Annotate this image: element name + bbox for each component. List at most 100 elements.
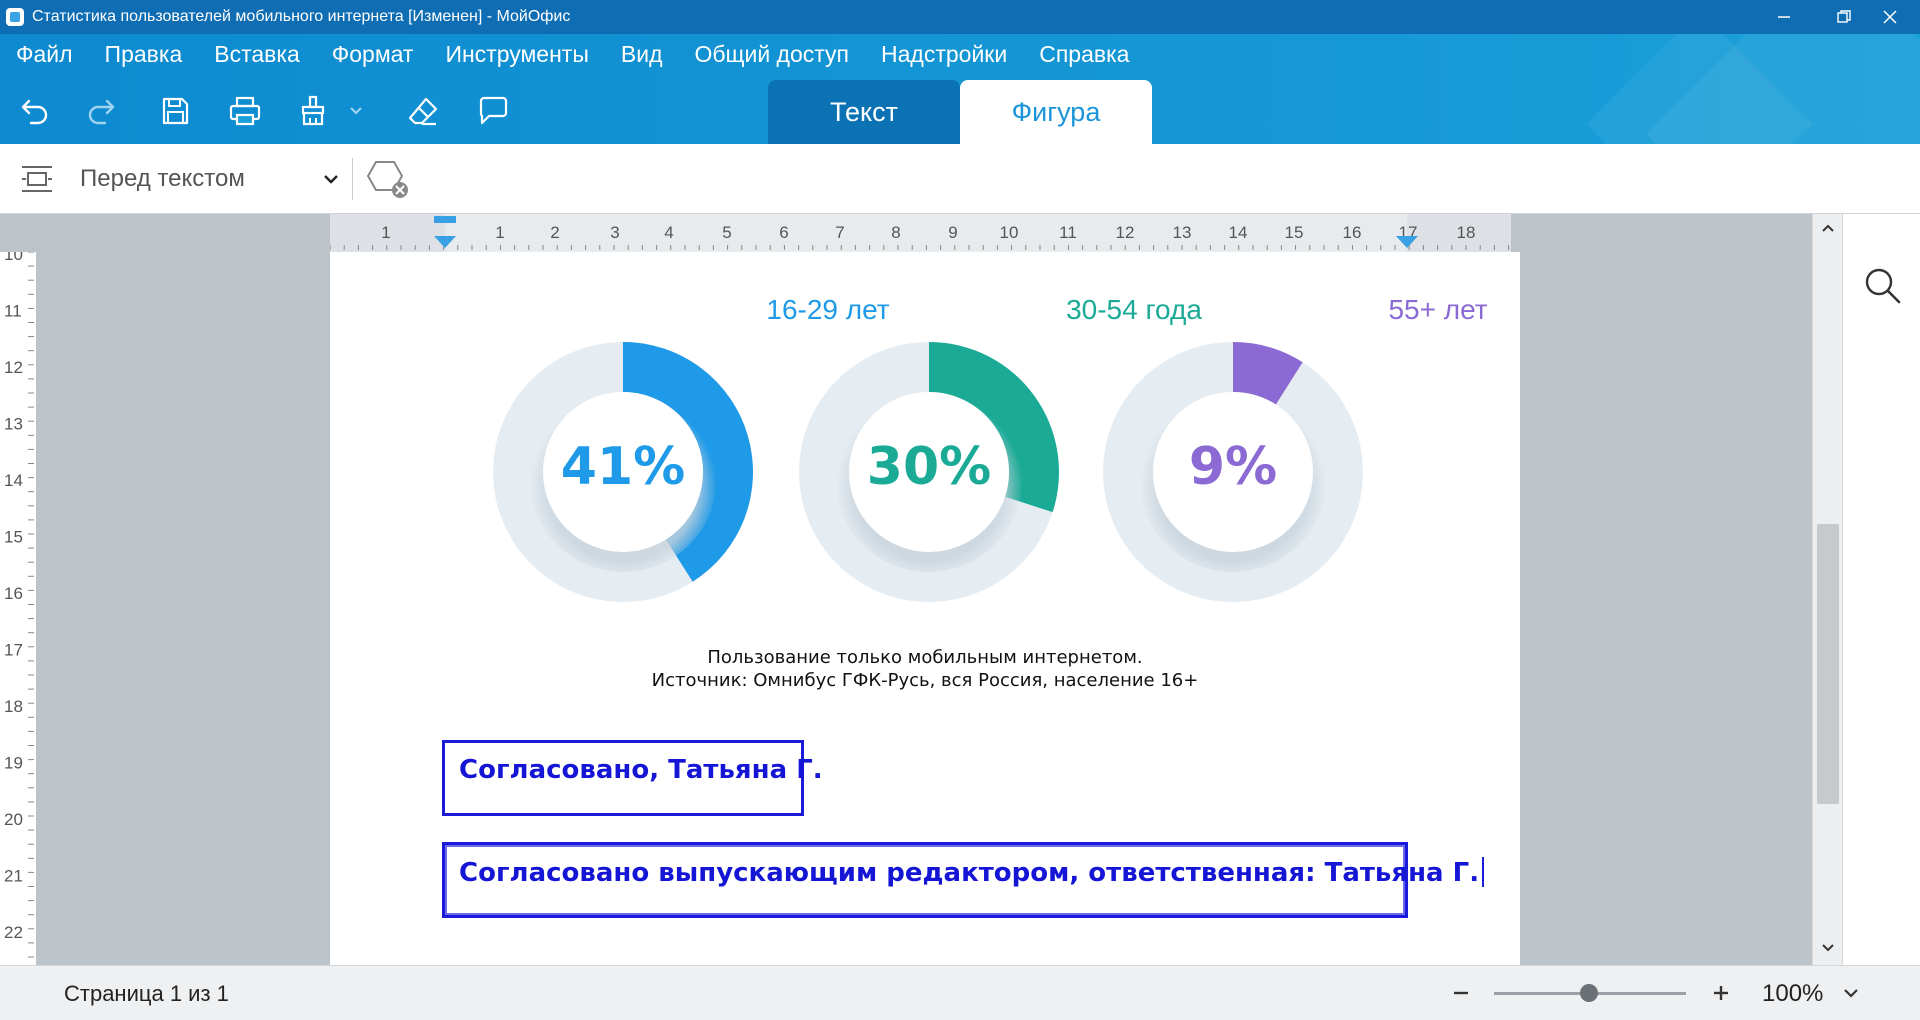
- ruler-label: 6: [779, 223, 788, 242]
- donut-chart-55-plus[interactable]: [1102, 341, 1364, 603]
- ruler-background: [330, 214, 1511, 252]
- tab-figure[interactable]: Фигура: [960, 80, 1152, 144]
- document-page[interactable]: 16-29 лет 30-54 года 55+ лет 41% 30% 9% …: [330, 252, 1520, 965]
- chart-label-16-29: 16-29 лет: [766, 294, 890, 325]
- close-button[interactable]: [1860, 0, 1920, 34]
- ruler-left-indent[interactable]: [434, 236, 456, 248]
- donut-chart-16-29[interactable]: [492, 341, 754, 603]
- zoom-in-button[interactable]: [1708, 980, 1734, 1006]
- zoom-slider-thumb[interactable]: [1580, 984, 1598, 1002]
- ruler-label: 9: [948, 223, 957, 242]
- donut-hole: [543, 392, 703, 552]
- vertical-ruler[interactable]: 10 11 12 13 14 15 16 17 18 19 20 21 22: [0, 252, 36, 965]
- print-button[interactable]: [220, 86, 270, 136]
- ruler-label: 18: [1457, 223, 1476, 242]
- chart-label-55-plus: 55+ лет: [1388, 294, 1488, 325]
- horizontal-ruler[interactable]: 1 1 2 3 4 5 6 7 8 9 10 11 12 13 14 15 16 17 18: [330, 214, 1511, 252]
- ruler-label: 13: [4, 415, 23, 434]
- zoom-value[interactable]: 100%: [1762, 980, 1824, 1007]
- percent-value-55-plus: 9%: [1188, 437, 1278, 497]
- minimize-button[interactable]: [1754, 0, 1814, 34]
- scroll-up-icon[interactable]: [1820, 222, 1836, 234]
- menu-edit[interactable]: Правка: [104, 41, 183, 67]
- ruler-label: 8: [891, 223, 900, 242]
- menu-tools[interactable]: Инструменты: [445, 41, 589, 67]
- ruler-label: 16: [1343, 223, 1362, 242]
- format-toolbar: Перед текстом: [0, 144, 1920, 214]
- ruler-right-margin: [1407, 214, 1511, 252]
- search-icon: [1865, 268, 1901, 304]
- myoffice-logo-icon: [6, 8, 24, 26]
- menu-file[interactable]: Файл: [16, 41, 73, 67]
- ruler-label: 15: [4, 528, 23, 547]
- ruler-label: 2: [550, 223, 559, 242]
- menu-sharing[interactable]: Общий доступ: [694, 41, 850, 67]
- text-wrap-select[interactable]: Перед текстом: [66, 158, 346, 200]
- ruler-label: 12: [1116, 223, 1135, 242]
- redo-icon: [88, 99, 115, 125]
- approval-text: Согласовано, Татьяна Г.: [459, 755, 823, 785]
- menu-addons[interactable]: Надстройки: [881, 41, 1008, 67]
- vertical-scrollbar[interactable]: [1812, 214, 1842, 965]
- ruler-ticks: 1 1 2 3 4 5 6 7 8 9 10 11 12 13 14 15 16 17 18: [330, 216, 1510, 250]
- status-bar: Страница 1 из 1 100%: [0, 965, 1920, 1020]
- percent-value-16-29: 41%: [560, 437, 686, 497]
- save-button[interactable]: [150, 86, 200, 136]
- ruler-label: 10: [1000, 223, 1019, 242]
- minimize-icon: [1778, 16, 1790, 18]
- percent-value-30-54: 30%: [866, 437, 992, 497]
- scrollbar-thumb[interactable]: [1817, 524, 1839, 804]
- page-count: Страница 1 из 1: [64, 981, 229, 1006]
- undo-button[interactable]: [8, 86, 58, 136]
- comment-button[interactable]: [468, 86, 518, 136]
- plus-icon: [1714, 986, 1728, 1000]
- save-icon: [162, 97, 189, 125]
- menu-insert[interactable]: Вставка: [214, 41, 300, 67]
- window-title: Статистика пользователей мобильного инте…: [32, 8, 571, 25]
- donut-chart-30-54[interactable]: [798, 341, 1060, 603]
- donut-hole: [849, 392, 1009, 552]
- ruler-label: 14: [4, 471, 23, 490]
- shape-remove-icon: [366, 161, 408, 198]
- ruler-label: 13: [1173, 223, 1192, 242]
- ruler-label: 10: [4, 252, 23, 264]
- ruler-label: 14: [1229, 223, 1248, 242]
- ruler-label: 18: [4, 697, 23, 716]
- undo-icon: [21, 99, 48, 125]
- scroll-down-icon[interactable]: [1820, 942, 1836, 954]
- ruler-label: 19: [4, 754, 23, 773]
- text-wrap-icon: [20, 164, 54, 199]
- chevron-down-icon[interactable]: [1842, 986, 1860, 1000]
- ruler-label: 20: [4, 810, 23, 829]
- eraser-icon: [408, 97, 438, 126]
- ruler-label: 22: [4, 923, 23, 942]
- ruler-ticks: 10 11 12 13 14 15 16 17 18 19 20 21 22: [4, 252, 34, 958]
- format-painter-button[interactable]: [288, 86, 338, 136]
- ruler-first-line-indent[interactable]: [434, 216, 456, 223]
- format-painter-dropdown[interactable]: [342, 86, 370, 136]
- menu-view[interactable]: Вид: [620, 41, 663, 67]
- shape-remove-button[interactable]: [364, 158, 412, 207]
- menu-help[interactable]: Справка: [1039, 41, 1130, 67]
- ruler-label: 12: [4, 358, 23, 377]
- zoom-out-button[interactable]: [1448, 980, 1474, 1006]
- ruler-label: 3: [610, 223, 619, 242]
- restore-button[interactable]: [1814, 0, 1874, 34]
- editor-approval-textbox[interactable]: Согласовано выпускающим редактором, отве…: [442, 842, 1485, 918]
- redo-button[interactable]: [78, 86, 128, 136]
- chevron-down-icon: [324, 175, 338, 184]
- format-painter-icon: [301, 95, 325, 126]
- ruler-label: 15: [1285, 223, 1304, 242]
- clear-format-button[interactable]: [398, 86, 448, 136]
- ruler-label: 5: [722, 223, 731, 242]
- ruler-right-indent[interactable]: [1396, 236, 1418, 248]
- donut-segment: [623, 342, 753, 582]
- search-button[interactable]: [1861, 264, 1903, 306]
- ruler-label: 21: [4, 867, 23, 886]
- ruler-label: 4: [664, 223, 673, 242]
- editor-approval-text: Согласовано выпускающим редактором, отве…: [459, 858, 1480, 888]
- approval-textbox[interactable]: Согласовано, Татьяна Г.: [442, 740, 823, 816]
- donut-segment: [929, 342, 1059, 513]
- menu-format[interactable]: Формат: [331, 41, 414, 67]
- tab-text[interactable]: Текст: [768, 80, 960, 144]
